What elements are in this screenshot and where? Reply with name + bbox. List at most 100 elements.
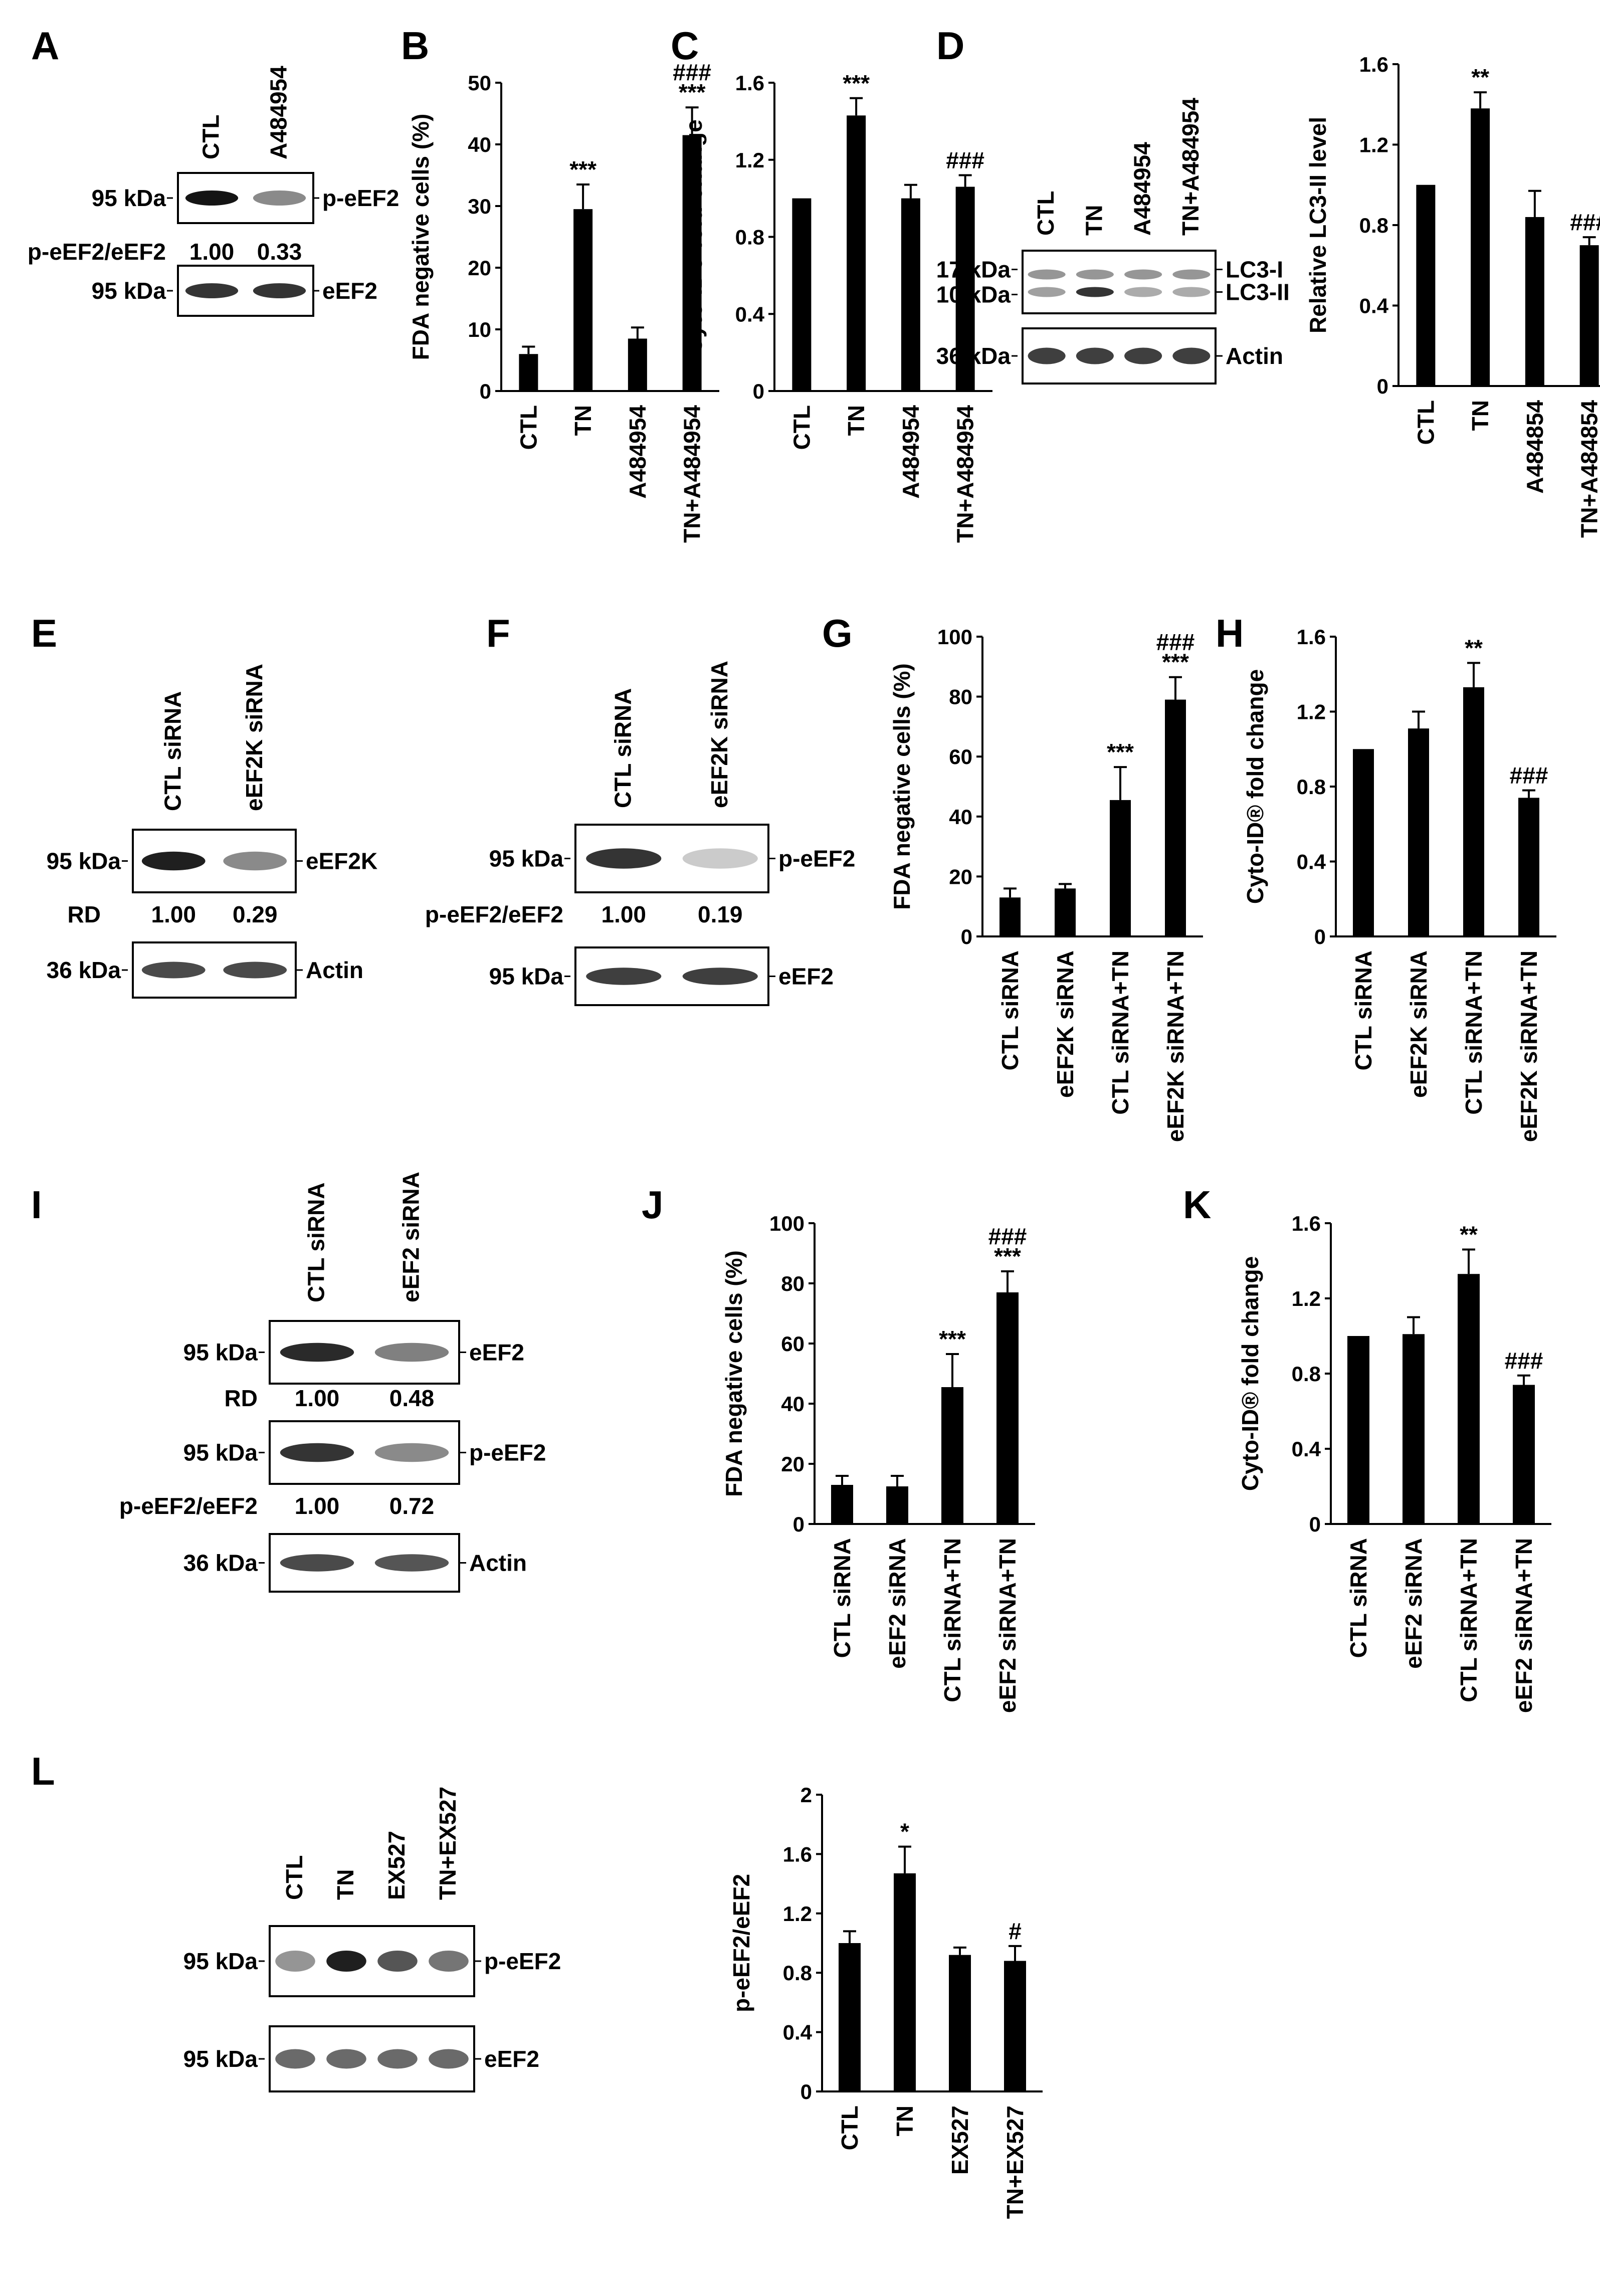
y-tick-label: 0.8 bbox=[1292, 1362, 1321, 1386]
y-axis-label: Relative LC3-II level bbox=[1305, 117, 1331, 333]
bar bbox=[901, 198, 920, 391]
panel-labels: A B C D E F G H I J K L bbox=[31, 24, 1244, 1793]
protein-label: eEF2 bbox=[778, 964, 834, 990]
x-category-label: TN+EX527 bbox=[1002, 2106, 1028, 2219]
x-category-label: eEF2 siRNA+TN bbox=[1511, 1538, 1537, 1713]
lane-label: eEF2 siRNA bbox=[398, 1172, 424, 1302]
y-tick-label: 0.8 bbox=[1297, 775, 1326, 799]
y-tick-label: 0.4 bbox=[1359, 294, 1389, 318]
lane-label: CTL siRNA bbox=[303, 1183, 329, 1302]
x-category-label: A484954 bbox=[625, 405, 651, 499]
bar bbox=[1004, 1961, 1026, 2091]
significance-marker: # bbox=[1009, 1918, 1022, 1944]
x-category-label: CTL bbox=[788, 405, 815, 450]
kda-marker: 95 kDa bbox=[183, 1440, 258, 1466]
y-tick-label: 0.4 bbox=[1292, 1437, 1321, 1461]
y-tick-label: 60 bbox=[949, 745, 972, 769]
quant-value: 0.29 bbox=[233, 901, 278, 927]
x-category-label: A484854 bbox=[1522, 400, 1548, 494]
panel-label-L: L bbox=[31, 1749, 55, 1793]
x-category-label: TN bbox=[1467, 400, 1493, 431]
protein-label: p-eEF2 bbox=[322, 185, 399, 211]
panel-label-A: A bbox=[31, 24, 59, 68]
protein-label: p-eEF2 bbox=[778, 846, 855, 872]
protein-label: Actin bbox=[306, 957, 363, 983]
y-axis-label: FDA negative cells (%) bbox=[889, 663, 915, 910]
y-tick-label: 0 bbox=[961, 925, 972, 948]
bar bbox=[886, 1486, 908, 1524]
lane-label: A484954 bbox=[1129, 142, 1155, 236]
y-axis-label: Cyto-ID® fold change bbox=[681, 119, 707, 354]
blot-band bbox=[374, 1554, 449, 1572]
y-tick-label: 1.2 bbox=[783, 1902, 812, 1926]
bar bbox=[1513, 1385, 1535, 1524]
chart-C: 0 0.4 0.8 1.2 1.6 Cyto-ID® fold change CTL *** T… bbox=[681, 70, 992, 543]
protein-label: p-eEF2 bbox=[469, 1440, 546, 1466]
blot-band bbox=[280, 1443, 354, 1462]
blot-band bbox=[223, 851, 287, 871]
significance-marker: *** bbox=[939, 1326, 966, 1352]
x-category-label: eEF2 siRNA bbox=[884, 1538, 910, 1669]
bar bbox=[999, 897, 1021, 936]
y-tick-label: 0.8 bbox=[783, 1961, 812, 1985]
quant-value: 0.19 bbox=[698, 901, 743, 927]
blot-band bbox=[185, 190, 239, 206]
quant-label: p-eEF2/eEF2 bbox=[425, 901, 563, 927]
blot-band bbox=[275, 2049, 315, 2069]
x-category-label: eEF2K siRNA bbox=[1052, 950, 1078, 1098]
y-tick-label: 0.8 bbox=[735, 226, 764, 249]
blot-band bbox=[682, 848, 758, 869]
y-tick-label: 0.4 bbox=[735, 302, 765, 326]
kda-marker: 36 kDa bbox=[47, 957, 121, 983]
protein-label: p-eEF2 bbox=[484, 1948, 561, 1974]
x-category-label: TN+A484954 bbox=[952, 405, 978, 543]
lane-label: TN bbox=[1081, 205, 1107, 236]
lane-label: CTL bbox=[198, 115, 224, 159]
y-tick-label: 1.6 bbox=[1292, 1212, 1321, 1235]
lane-label: CTL siRNA bbox=[159, 691, 185, 811]
chart-G: 0 20 40 60 80 100 FDA negative cells (%) CTL si… bbox=[889, 625, 1203, 1142]
x-category-label: A484954 bbox=[898, 405, 924, 499]
y-tick-label: 1.6 bbox=[735, 71, 764, 95]
y-tick-label: 0 bbox=[1377, 374, 1388, 398]
panel-label-F: F bbox=[486, 611, 510, 655]
blot-band bbox=[253, 190, 306, 206]
bar bbox=[682, 135, 702, 391]
significance-marker: *** bbox=[569, 156, 596, 182]
blot-band bbox=[1172, 347, 1211, 364]
blot-band bbox=[377, 2049, 418, 2069]
x-category-label: TN+A484954 bbox=[679, 405, 705, 543]
significance-marker: *** bbox=[679, 79, 706, 105]
y-tick-label: 1.6 bbox=[1297, 625, 1326, 649]
significance-marker: ### bbox=[1156, 629, 1195, 655]
panel-label-K: K bbox=[1183, 1183, 1211, 1227]
blot-band bbox=[1076, 347, 1114, 364]
x-category-label: TN+A484854 bbox=[1576, 400, 1600, 538]
y-tick-label: 1.2 bbox=[1359, 133, 1388, 157]
chart-K: 0 0.4 0.8 1.2 1.6 Cyto-ID® fold change CTL siR… bbox=[1237, 1212, 1551, 1713]
kda-marker: 95 kDa bbox=[183, 2046, 258, 2072]
y-tick-label: 80 bbox=[781, 1272, 805, 1295]
blot-band bbox=[682, 968, 758, 985]
y-tick-label: 0.8 bbox=[1359, 214, 1388, 237]
bar bbox=[831, 1485, 853, 1524]
quant-value: 1.00 bbox=[601, 901, 646, 927]
x-category-label: eEF2 siRNA bbox=[1401, 1538, 1427, 1669]
quant-value: 1.00 bbox=[295, 1385, 340, 1411]
x-category-label: EX527 bbox=[947, 2106, 973, 2175]
significance-marker: ### bbox=[673, 59, 711, 85]
lane-label: CTL siRNA bbox=[610, 688, 636, 808]
y-tick-label: 80 bbox=[949, 685, 972, 709]
lane-label: TN+EX527 bbox=[435, 1787, 461, 1900]
bar bbox=[1055, 888, 1076, 936]
lane-label: eEF2K siRNA bbox=[706, 661, 732, 808]
blot-band bbox=[377, 1951, 418, 1972]
blot-band bbox=[280, 1343, 354, 1362]
significance-marker: *** bbox=[843, 70, 870, 96]
chart-L: 0 0.4 0.8 1.2 1.6 2 p-eEF2/eEF2 CTL * TN EX527 # TN+… bbox=[728, 1783, 1043, 2219]
y-tick-label: 1.2 bbox=[735, 148, 764, 172]
protein-label: eEF2 bbox=[484, 2046, 539, 2072]
chart-H: 0 0.4 0.8 1.2 1.6 Cyto-ID® fold change CTL siR… bbox=[1242, 625, 1556, 1142]
x-category-label: eEF2K siRNA bbox=[1406, 950, 1432, 1098]
